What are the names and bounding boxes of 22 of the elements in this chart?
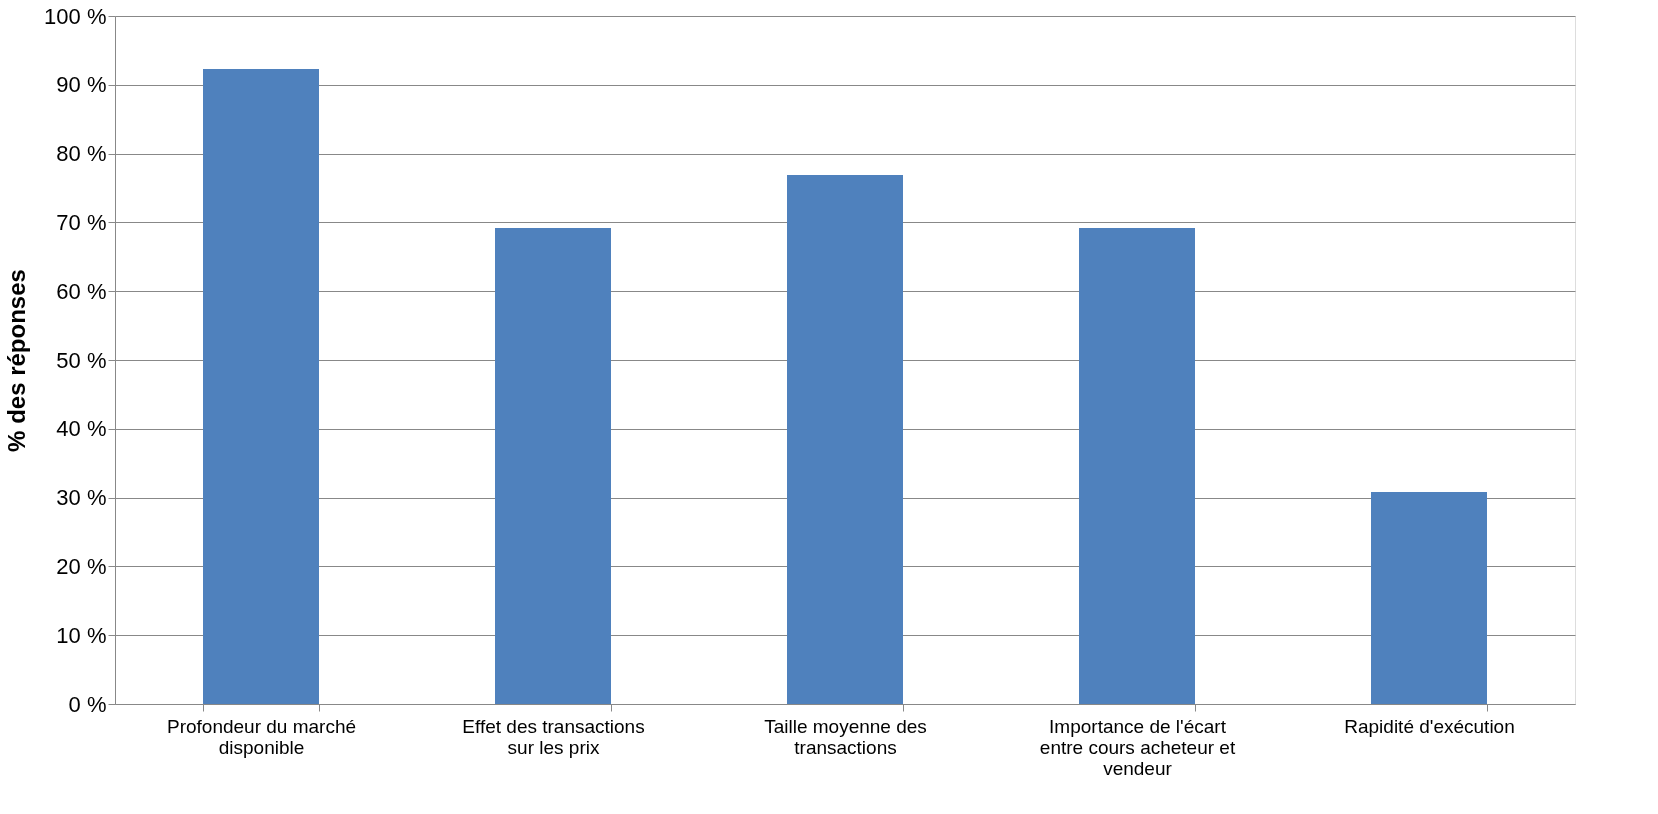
y-tick-label: 50 % xyxy=(56,347,107,373)
x-tick-label: Profondeur du marché disponible xyxy=(166,715,357,758)
y-axis-title: % des réponses xyxy=(3,269,31,452)
y-tick-label: 90 % xyxy=(56,72,107,98)
y-tick-label: 20 % xyxy=(56,553,107,579)
y-tick-label: 30 % xyxy=(56,485,107,511)
x-tick-label: Effet des transactions sur les prix xyxy=(462,715,645,758)
x-tick-label: Taille moyenne des transactions xyxy=(764,715,927,758)
bar xyxy=(787,174,903,704)
x-tick-label: Importance de l'écart entre cours acheteur et vendeur xyxy=(1039,715,1236,779)
bar xyxy=(203,68,319,704)
bar xyxy=(1079,227,1195,704)
y-tick-label: 70 % xyxy=(56,209,107,235)
x-tick-label: Rapidité d'exécution xyxy=(1344,715,1515,737)
y-tick-label: 100 % xyxy=(44,3,107,29)
bar xyxy=(1371,492,1487,704)
y-tick-label: 0 % xyxy=(68,691,107,717)
y-tick-label: 40 % xyxy=(56,416,107,442)
y-tick-label: 60 % xyxy=(56,278,107,304)
bar xyxy=(495,227,611,704)
y-tick-label: 80 % xyxy=(56,141,107,167)
y-tick-label: 10 % xyxy=(56,622,107,648)
